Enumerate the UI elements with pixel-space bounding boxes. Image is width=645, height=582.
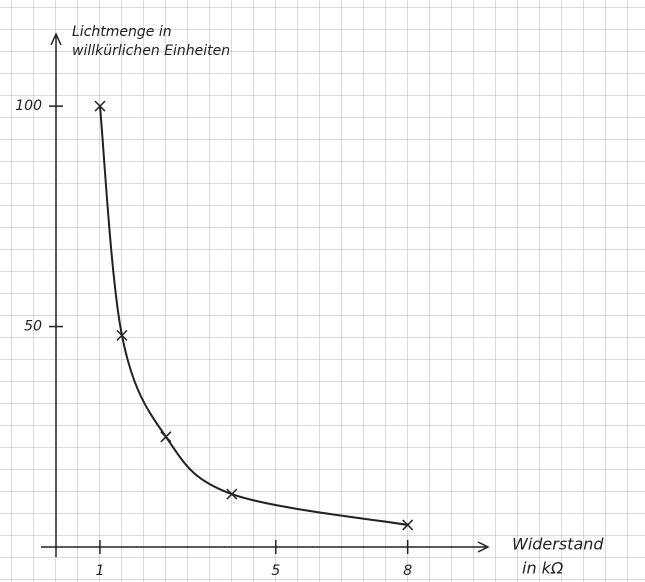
x-tick-label: 1 [95,563,104,579]
chart: 1 5 8 50 100 Lichtmenge in willkürlichen Einhe… [0,0,645,582]
y-tick-label: 100 [15,98,42,114]
y-axis-label: Lichtmenge in [72,24,172,40]
x-tick-label: 8 [403,563,412,579]
x-axis-label: in kΩ [522,559,564,578]
y-tick-label: 50 [24,319,42,335]
x-axis-label: Widerstand [512,535,604,554]
page: 1 5 8 50 100 Lichtmenge in willkürlichen Einhe… [0,0,645,582]
graph-paper [0,0,645,582]
x-tick-label: 5 [271,563,280,579]
y-axis-label: willkürlichen Einheiten [72,43,230,59]
